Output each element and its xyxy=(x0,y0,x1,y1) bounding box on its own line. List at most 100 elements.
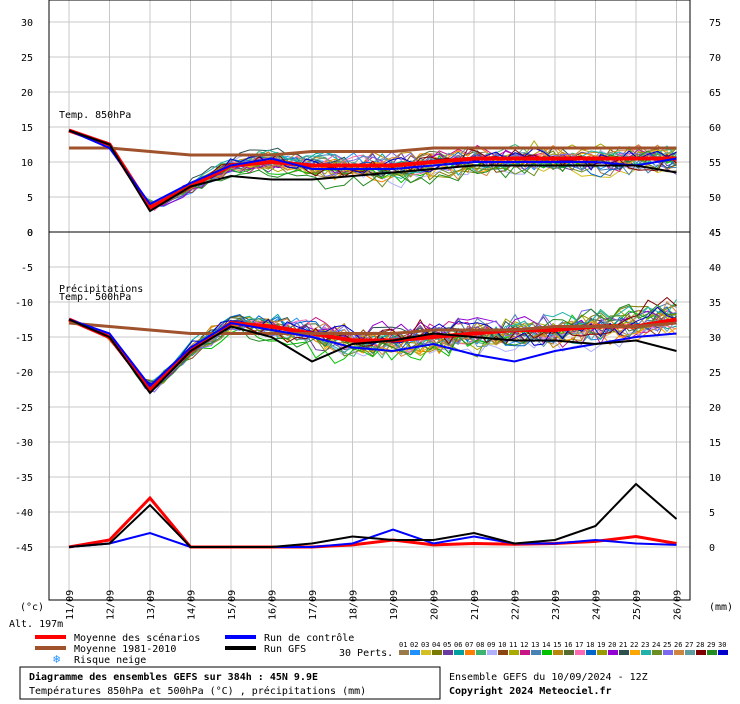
date-tick-label: 18/09 xyxy=(349,590,360,620)
pert-swatch xyxy=(498,650,508,655)
pert-label: 21 xyxy=(619,641,627,649)
legend-control: Run de contrôle xyxy=(264,632,354,644)
footer-subtitle: Températures 850hPa et 500hPa (°C) , pré… xyxy=(29,685,366,697)
right-tick-label: 5 xyxy=(709,508,715,519)
right-tick-label: 15 xyxy=(709,438,721,449)
left-tick-label: 10 xyxy=(21,158,33,169)
pert-swatch xyxy=(487,650,497,655)
pert-label: 25 xyxy=(663,641,671,649)
pert-swatch xyxy=(663,650,673,655)
panel2-series-1 xyxy=(68,321,677,335)
pert-swatch xyxy=(608,650,618,655)
pert-swatch xyxy=(575,650,585,655)
pert-swatch xyxy=(718,650,728,655)
right-tick-label: 70 xyxy=(709,53,721,64)
pert-label: 24 xyxy=(652,641,660,649)
pert-label: 01 xyxy=(399,641,407,649)
plot-frame xyxy=(48,0,691,601)
pert-label: 08 xyxy=(476,641,484,649)
legend-gfs: Run GFS xyxy=(264,644,306,655)
pert-swatch xyxy=(465,650,475,655)
right-tick-label: 25 xyxy=(709,368,721,379)
date-tick-label: 19/09 xyxy=(389,590,400,620)
pert-label: 14 xyxy=(542,641,550,649)
legend-climatology: Moyenne 1981-2010 xyxy=(74,644,176,655)
date-tick-label: 21/09 xyxy=(470,590,481,620)
right-tick-label: 65 xyxy=(709,88,721,99)
legend-snow-risk: Risque neige xyxy=(74,655,146,666)
date-tick-label: 25/09 xyxy=(632,590,643,620)
pert-label: 04 xyxy=(432,641,440,649)
pert-label: 05 xyxy=(443,641,451,649)
left-tick-label: 0 xyxy=(27,228,33,239)
pert-swatch xyxy=(641,650,651,655)
pert-label: 30 xyxy=(718,641,726,649)
pert-label: 20 xyxy=(608,641,616,649)
pert-label: 12 xyxy=(520,641,528,649)
pert-swatch xyxy=(454,650,464,655)
pert-swatch xyxy=(410,650,420,655)
precip-series-0 xyxy=(68,495,677,549)
pert-label: 22 xyxy=(630,641,638,649)
pert-label: 28 xyxy=(696,641,704,649)
right-tick-label: 60 xyxy=(709,123,721,134)
legend-mean: Moyenne des scénarios xyxy=(74,632,200,644)
footer-title: Diagramme des ensembles GEFS sur 384h : … xyxy=(29,671,318,683)
pert-swatch xyxy=(553,650,563,655)
left-tick-label: 5 xyxy=(27,193,33,204)
right-tick-label: 50 xyxy=(709,193,721,204)
pert-swatch xyxy=(531,650,541,655)
right-tick-label: 20 xyxy=(709,403,721,414)
right-tick-label: 40 xyxy=(709,263,721,274)
panel2-series-2 xyxy=(68,318,677,388)
left-tick-label: -45 xyxy=(15,543,33,554)
left-tick-label: -15 xyxy=(15,333,33,344)
pert-label: 27 xyxy=(685,641,693,649)
date-tick-label: 20/09 xyxy=(430,590,441,620)
left-tick-label: 0 xyxy=(27,228,33,239)
pert-swatch xyxy=(652,650,662,655)
footer-ensemble: Ensemble GEFS du 10/09/2024 - 12Z xyxy=(449,672,648,683)
pert-label: 06 xyxy=(454,641,462,649)
pert-label: 13 xyxy=(531,641,539,649)
pert-swatch xyxy=(630,650,640,655)
right-tick-label: 10 xyxy=(709,473,721,484)
date-tick-label: 13/09 xyxy=(146,590,157,620)
date-tick-label: 22/09 xyxy=(511,590,522,620)
left-tick-label: -5 xyxy=(21,263,33,274)
right-tick-label: 35 xyxy=(709,298,721,309)
panel2-series-3 xyxy=(68,318,677,395)
pert-label: 23 xyxy=(641,641,649,649)
panel1-title: Temp. 850hPa xyxy=(59,110,131,121)
precip-series-1 xyxy=(68,528,677,548)
pert-swatch xyxy=(707,650,717,655)
panel1-series-0 xyxy=(68,128,677,211)
panel1-series-2 xyxy=(68,129,677,206)
date-tick-label: 16/09 xyxy=(268,590,279,620)
panel2-title2: Précipitations xyxy=(59,283,143,295)
left-tick-label: -20 xyxy=(15,368,33,379)
unit-right: (mm) xyxy=(709,602,733,613)
pert-swatch xyxy=(564,650,574,655)
pert-swatch xyxy=(674,650,684,655)
pert-label: 16 xyxy=(564,641,572,649)
pert-label: 26 xyxy=(674,641,682,649)
snowflake-icon: ❄ xyxy=(53,652,60,666)
pert-label: 07 xyxy=(465,641,473,649)
pert-label: 19 xyxy=(597,641,605,649)
pert-label: 02 xyxy=(410,641,418,649)
footer-box xyxy=(19,666,441,700)
left-tick-label: 25 xyxy=(21,53,33,64)
pert-swatch xyxy=(586,650,596,655)
right-tick-label: 45 xyxy=(709,228,721,239)
date-tick-label: 12/09 xyxy=(106,590,117,620)
pert-swatch xyxy=(520,650,530,655)
pert-swatch xyxy=(597,650,607,655)
right-tick-label: 30 xyxy=(709,333,721,344)
pert-label: 18 xyxy=(586,641,594,649)
pert-label: 11 xyxy=(509,641,517,649)
left-tick-label: 15 xyxy=(21,123,33,134)
legend-perts-label: 30 Perts. xyxy=(339,648,393,659)
